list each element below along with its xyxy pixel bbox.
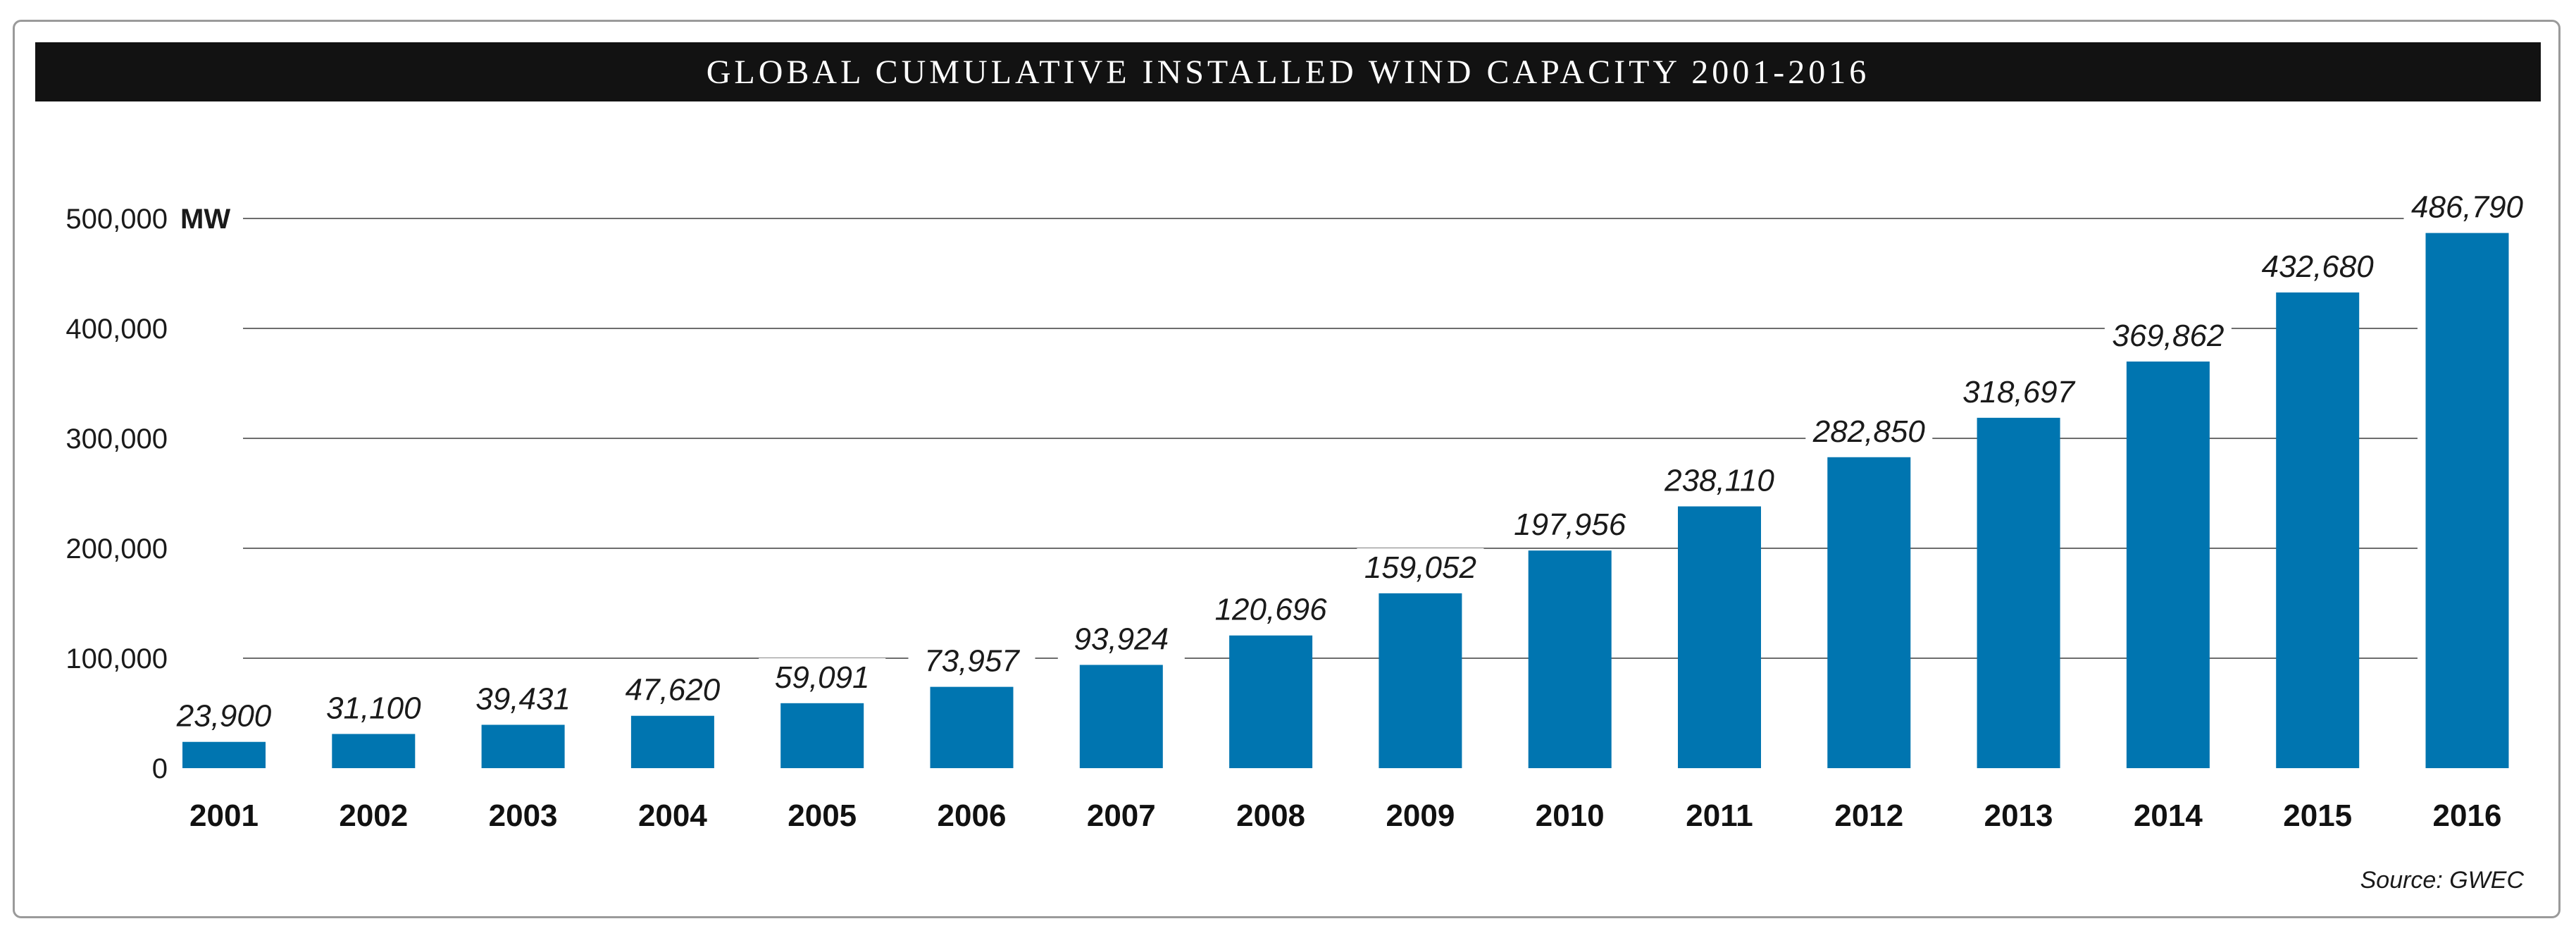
chart-title: GLOBAL CUMULATIVE INSTALLED WIND CAPACIT… [35, 42, 2541, 101]
value-label: 23,900 [176, 699, 272, 734]
x-axis-labels: 2001 2002 2003 2004 2005 2006 2007 2008 2009 2010… [189, 798, 2501, 833]
value-label-background [310, 689, 437, 729]
x-tick-label: 2012 [1834, 798, 1903, 833]
bar-2002 [332, 734, 416, 768]
y-tick-label: 500,000 [66, 204, 168, 235]
y-tick-label: 300,000 [66, 424, 168, 455]
source-note: Source: GWEC [2360, 867, 2524, 894]
value-label: 31,100 [326, 691, 421, 725]
bar-2007 [1079, 665, 1163, 768]
y-tick-label: 400,000 [66, 314, 168, 345]
y-tick-label: 0 [152, 753, 168, 784]
bar-2011 [1678, 506, 1761, 768]
value-label: 432,680 [2262, 249, 2375, 284]
bar-2015 [2276, 292, 2360, 769]
x-tick-label: 2001 [189, 798, 259, 833]
y-axis-ticks: 0 100,000 200,000 300,000 400,000 500,000 MW [66, 204, 230, 784]
value-label: 197,956 [1514, 507, 1626, 542]
value-label: 73,957 [924, 644, 1020, 679]
x-tick-label: 2003 [489, 798, 558, 833]
x-tick-label: 2013 [1984, 798, 2053, 833]
value-label-background [1805, 412, 1933, 452]
value-label-background [161, 696, 287, 736]
value-label-background [609, 670, 736, 710]
x-tick-label: 2014 [2134, 798, 2203, 833]
x-tick-label: 2009 [1386, 798, 1455, 833]
value-label: 282,850 [1812, 414, 1926, 449]
value-label: 369,862 [2112, 319, 2224, 353]
bar-2005 [780, 703, 864, 768]
value-label-background [1207, 590, 1335, 630]
bar-2014 [2126, 362, 2210, 768]
bar-2003 [481, 724, 565, 768]
bar-2010 [1528, 550, 1612, 768]
value-label: 120,696 [1215, 593, 1328, 627]
value-label-background [1955, 372, 2082, 412]
value-label: 159,052 [1364, 550, 1476, 585]
y-tick-label: 200,000 [66, 533, 168, 564]
x-tick-label: 2002 [339, 798, 408, 833]
chart-frame [13, 20, 2561, 918]
bar-2013 [1977, 417, 2060, 768]
value-label: 47,620 [626, 673, 721, 708]
value-labels: 23,900 31,100 39,431 47,620 59,091 73,957 93,9… [161, 187, 2531, 736]
value-label-background [1057, 619, 1185, 660]
y-tick-label: 100,000 [66, 643, 168, 674]
bars [182, 233, 2509, 769]
value-label: 486,790 [2411, 190, 2524, 225]
x-tick-label: 2007 [1087, 798, 1156, 833]
value-label: 93,924 [1074, 622, 1169, 656]
bar-2004 [630, 715, 714, 768]
x-tick-label: 2011 [1686, 798, 1753, 833]
value-label: 318,697 [1962, 375, 2076, 409]
bar-2016 [2425, 233, 2509, 768]
bar-2006 [930, 686, 1014, 768]
x-tick-label: 2010 [1536, 798, 1605, 833]
bar-2008 [1229, 635, 1313, 768]
value-label: 238,110 [1664, 464, 1774, 498]
x-tick-label: 2004 [638, 798, 707, 833]
x-tick-label: 2006 [938, 798, 1007, 833]
y-unit-label: MW [180, 204, 230, 235]
x-tick-label: 2005 [788, 798, 857, 833]
x-tick-label: 2008 [1236, 798, 1305, 833]
value-label-background [1357, 548, 1484, 588]
value-label-background [2104, 316, 2232, 357]
value-label-background [1506, 505, 1634, 545]
x-tick-label: 2016 [2433, 798, 2502, 833]
value-label-background [759, 658, 886, 698]
value-label-background [1656, 461, 1783, 501]
value-label-background [459, 679, 587, 720]
value-label-background [2403, 187, 2531, 228]
bar-2009 [1379, 593, 1462, 768]
value-label: 59,091 [775, 660, 870, 695]
value-label: 39,431 [475, 681, 571, 716]
value-label-background [2254, 247, 2382, 288]
x-tick-label: 2015 [2283, 798, 2352, 833]
value-label-background [908, 641, 1035, 681]
bar-2001 [182, 741, 266, 768]
bar-2012 [1827, 457, 1911, 768]
